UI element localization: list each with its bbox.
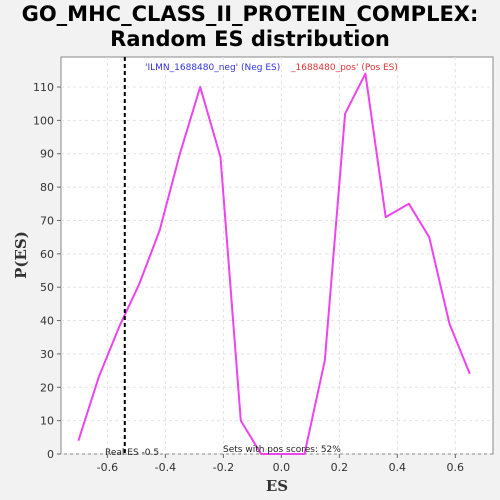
y-tick-label: 50 — [40, 281, 54, 294]
x-axis-label: ES — [266, 477, 288, 495]
y-tick-label: 10 — [40, 415, 54, 428]
sets-pos-annotation: Sets with pos scores: 52% — [223, 445, 341, 455]
y-tick-label: 80 — [40, 181, 54, 194]
chart-title: GO_MHC_CLASS_II_PROTEIN_COMPLEX: Random … — [0, 2, 500, 52]
y-axis: 0 10 20 30 40 50 60 70 80 90 100 110 — [33, 81, 61, 461]
grid-lines — [61, 57, 493, 455]
chart-title-line-2: Random ES distribution — [110, 27, 390, 51]
y-axis-label: P(ES) — [12, 231, 30, 279]
y-tick-label: 110 — [33, 81, 54, 94]
x-axis: -0.6 -0.4 -0.2 0.0 0.2 0.4 0.6 — [97, 454, 464, 474]
plot-area — [60, 56, 494, 455]
x-tick-label: 0.0 — [273, 461, 291, 474]
series-group — [77, 72, 471, 455]
x-tick-label: 0.4 — [389, 461, 407, 474]
y-tick-label: 60 — [40, 248, 54, 261]
y-tick-label: 70 — [40, 214, 54, 227]
y-tick-label: 30 — [40, 348, 54, 361]
real-es-annotation: Real ES -0.5 — [105, 448, 159, 458]
y-tick-label: 20 — [40, 381, 54, 394]
chart-title-line-1: GO_MHC_CLASS_II_PROTEIN_COMPLEX: — [21, 2, 479, 26]
y-tick-label: 40 — [40, 315, 54, 328]
x-tick-label: -0.2 — [213, 461, 234, 474]
x-tick-label: -0.6 — [97, 461, 118, 474]
legend-neg: 'ILMN_1688480_neg' (Neg ES) — [145, 63, 280, 73]
legend-pos: _1688480_pos' (Pos ES) — [290, 63, 398, 73]
series-line — [77, 72, 471, 455]
y-tick-label: 0 — [47, 448, 54, 461]
y-tick-label: 100 — [33, 114, 54, 127]
x-tick-label: 0.6 — [447, 461, 465, 474]
x-tick-label: 0.2 — [331, 461, 349, 474]
y-tick-label: 90 — [40, 148, 54, 161]
x-tick-label: -0.4 — [155, 461, 176, 474]
